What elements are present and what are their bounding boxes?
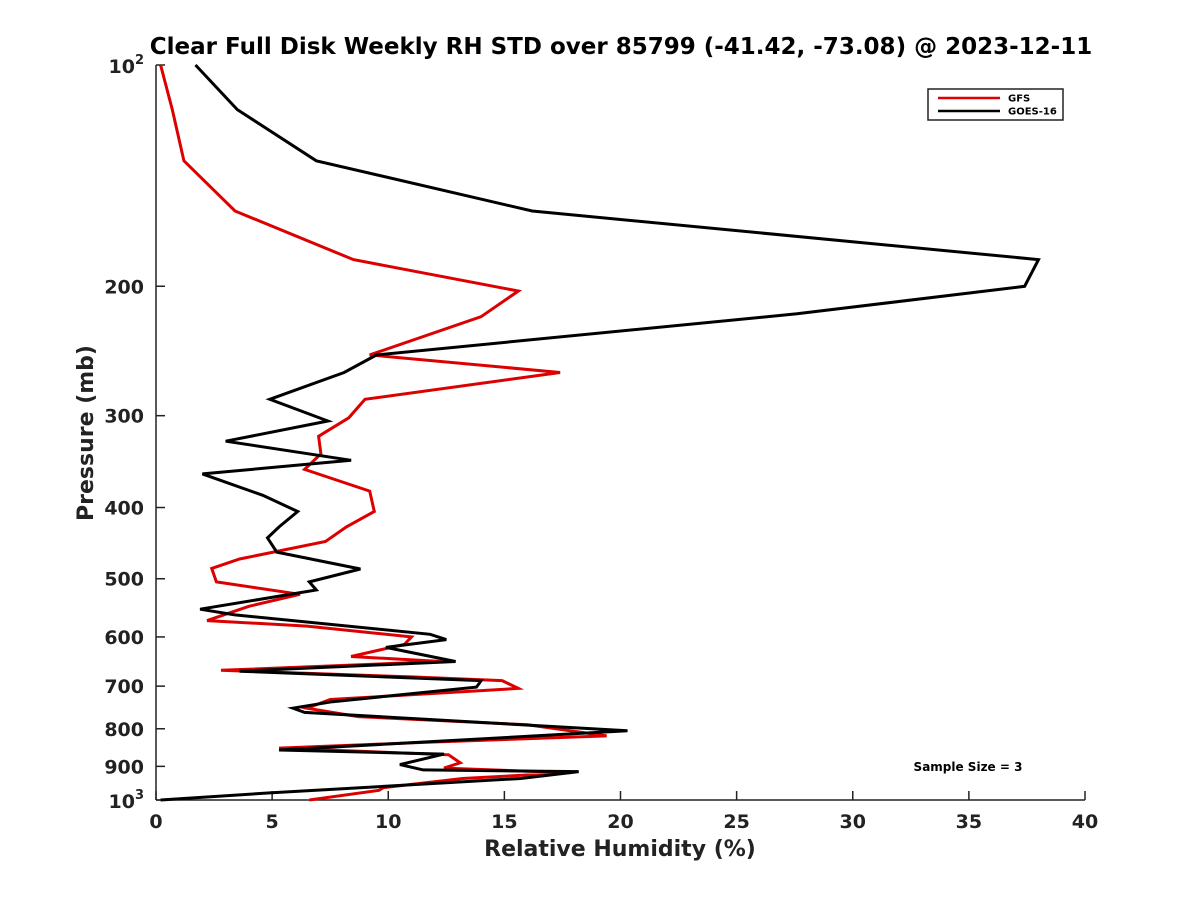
x-axis-ticks: 0 5 10 15 20 25 30 35 40 — [149, 791, 1098, 833]
y-tick-label: 400 — [104, 498, 144, 520]
y-tick-label: 600 — [104, 627, 144, 649]
x-axis-label: Relative Humidity (%) — [484, 837, 756, 862]
y-axis-label: Pressure (mb) — [74, 345, 99, 521]
x-tick-label: 20 — [607, 811, 633, 833]
x-tick-label: 40 — [1072, 811, 1098, 833]
y-tick-exponent: 3 — [135, 788, 144, 803]
legend: GFS GOES-16 — [927, 88, 1064, 121]
y-tick-exponent: 2 — [135, 53, 144, 68]
x-tick-label: 35 — [956, 811, 982, 833]
y-tick-base: 10 — [109, 56, 135, 78]
series-line-goes-16 — [160, 63, 1041, 802]
sample-size-annotation: Sample Size = 3 — [914, 760, 1023, 774]
legend-label-goes-16: GOES-16 — [1008, 107, 1057, 118]
x-tick-label: 10 — [375, 811, 401, 833]
x-tick-label: 15 — [491, 811, 517, 833]
series-layer — [159, 63, 1041, 802]
y-tick-label: 700 — [104, 676, 144, 698]
y-tick-label: 103 — [109, 788, 145, 813]
chart-title: Clear Full Disk Weekly RH STD over 85799… — [150, 34, 1092, 60]
y-tick-label: 900 — [104, 756, 144, 778]
x-tick-label: 5 — [266, 811, 279, 833]
y-tick-label: 200 — [104, 276, 144, 298]
x-tick-label: 30 — [840, 811, 866, 833]
y-tick-label: 300 — [104, 406, 144, 428]
legend-box — [927, 88, 1064, 121]
x-tick-label: 25 — [723, 811, 749, 833]
y-tick-label: 500 — [104, 569, 144, 591]
x-tick-label: 0 — [149, 811, 162, 833]
plot-area — [155, 65, 1085, 801]
y-tick-label: 102 — [109, 53, 145, 78]
legend-label-gfs: GFS — [1008, 94, 1030, 105]
y-tick-base: 10 — [109, 791, 135, 813]
y-tick-label: 800 — [104, 719, 144, 741]
